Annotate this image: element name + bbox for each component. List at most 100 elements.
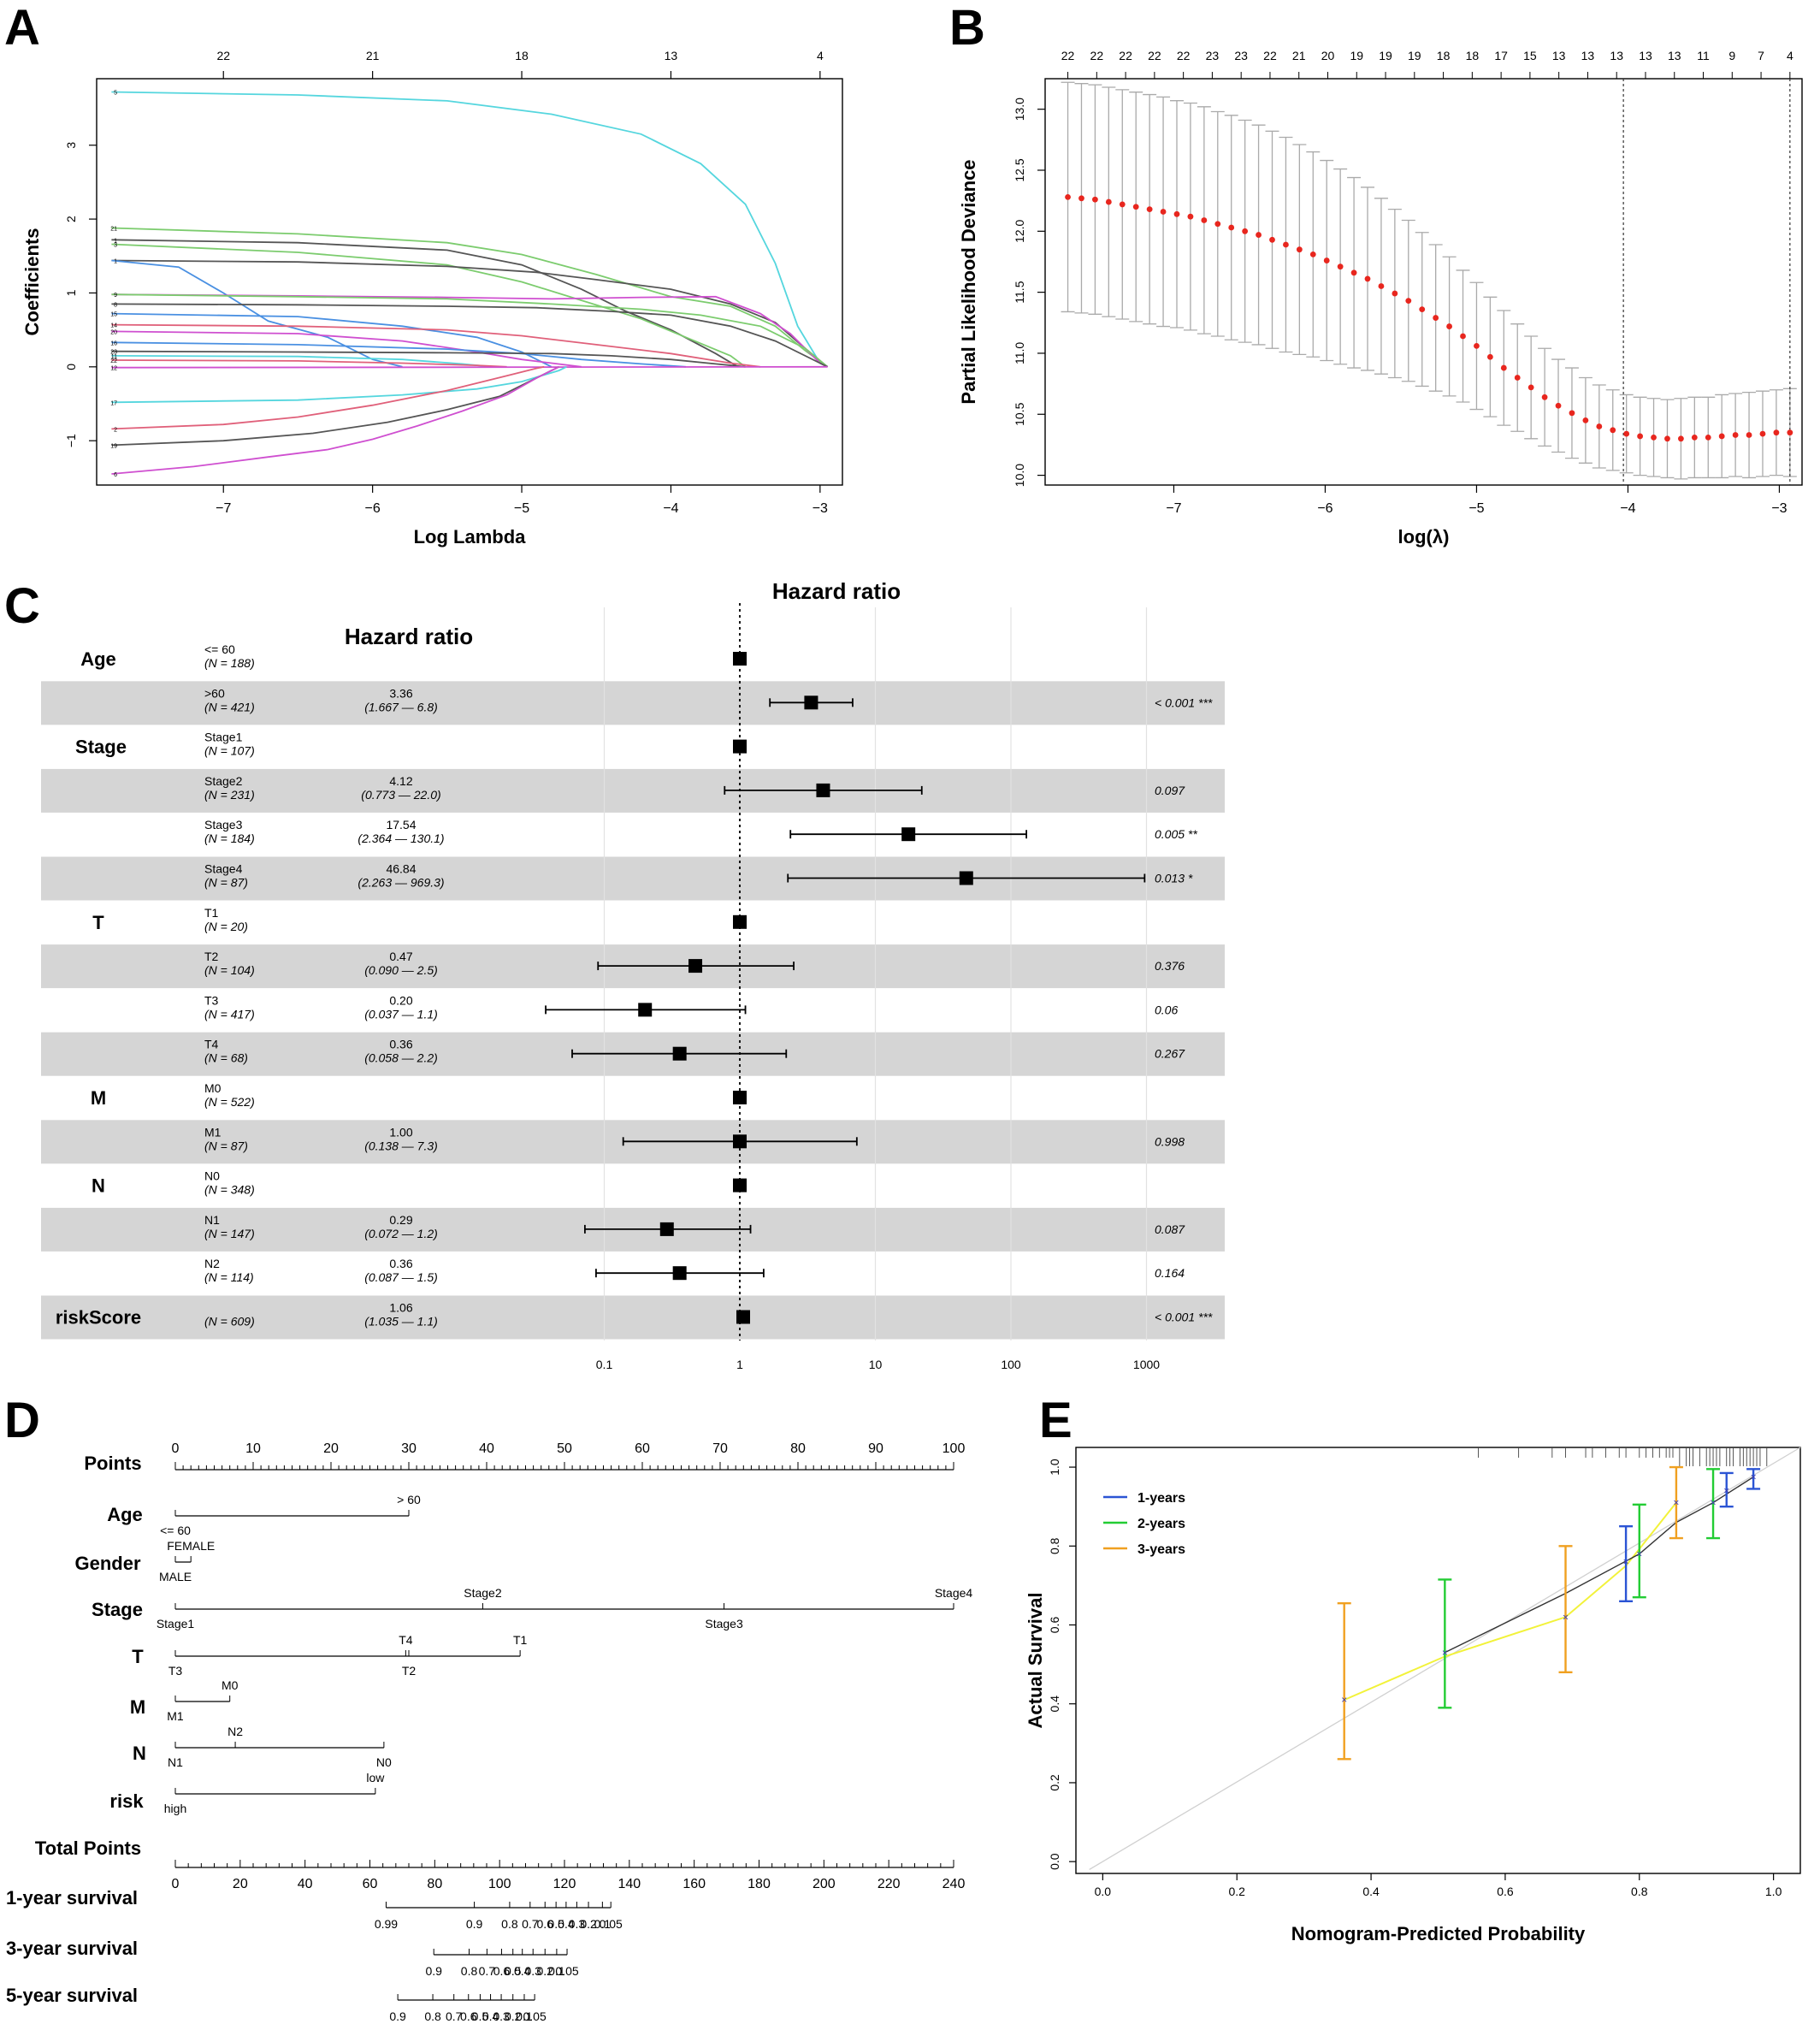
- coef-path-1: [111, 91, 828, 368]
- deviance-point: [1187, 213, 1194, 220]
- deviance-point: [1078, 195, 1084, 202]
- path-index-label: 11: [111, 354, 117, 360]
- y-axis-title: Coefficients: [21, 228, 43, 336]
- top-tick-label: 22: [1119, 49, 1132, 62]
- survival-tick-label: 0.4: [558, 1917, 575, 1931]
- n-label: (N = 68): [204, 1051, 248, 1065]
- coef-path-4: [111, 243, 747, 368]
- covariate-level-label: Stage4: [935, 1586, 973, 1600]
- y-tick-label: 0.6: [1048, 1617, 1061, 1634]
- covariate-level-label: high: [164, 1802, 186, 1815]
- level-label: M1: [204, 1125, 222, 1139]
- ci-value: (0.058 — 2.2): [364, 1051, 438, 1065]
- points-tick-label: 100: [942, 1441, 966, 1456]
- total-points-tick-label: 0: [172, 1877, 180, 1891]
- hr-square: [688, 959, 703, 974]
- panel-c-letter: C: [4, 578, 40, 634]
- coef-path-11: [111, 323, 761, 368]
- covariate-level-label: N0: [376, 1755, 392, 1769]
- y-tick-label: 10.0: [1013, 464, 1026, 487]
- points-tick-label: 70: [712, 1441, 728, 1456]
- x-tick-label: −7: [216, 501, 231, 516]
- top-tick-label: 22: [1263, 49, 1277, 62]
- plot-frame: [96, 78, 843, 486]
- path-index-label: 2: [114, 427, 117, 433]
- points-tick-label: 40: [479, 1441, 494, 1456]
- level-label: Stage4: [204, 862, 243, 876]
- panel-e-letter: E: [1039, 1393, 1072, 1448]
- survival-tick-label: 0.1: [516, 2009, 533, 2023]
- survival-tick-label: 0.7: [446, 2009, 463, 2023]
- coef-path-3: [111, 239, 739, 368]
- top-tick-label: 21: [366, 49, 380, 62]
- top-tick-label: 18: [1437, 49, 1451, 62]
- group-label: Stage: [75, 737, 127, 758]
- coef-path-14: [111, 350, 746, 368]
- deviance-point: [1732, 432, 1739, 438]
- points-tick-label: 90: [868, 1441, 883, 1456]
- hr-value: 3.36: [389, 686, 412, 700]
- n-label: (N = 188): [204, 656, 255, 670]
- calibration-point: ×: [1636, 1548, 1642, 1560]
- nomogram-row-label: 3-year survival: [6, 1938, 138, 1959]
- covariate-level-label: T1: [513, 1633, 528, 1647]
- points-tick-label: 80: [790, 1441, 806, 1456]
- coef-path-5: [111, 259, 829, 368]
- y-tick-label: 0: [64, 364, 78, 370]
- total-points-tick-label: 120: [553, 1877, 576, 1891]
- coef-path-12: [111, 330, 582, 368]
- covariate-level-label: Stage2: [464, 1586, 502, 1600]
- deviance-point: [1160, 209, 1167, 215]
- panel-a-letter: A: [4, 0, 40, 56]
- survival-tick-label: 0.5: [472, 2009, 489, 2023]
- points-tick-label: 0: [172, 1441, 180, 1456]
- deviance-point: [1718, 433, 1725, 440]
- survival-tick-label: 0.8: [424, 2009, 441, 2023]
- survival-tick-label: 0.9: [425, 1964, 442, 1978]
- p-value: 0.998: [1155, 1134, 1185, 1148]
- panel-d-letter: D: [4, 1393, 40, 1448]
- deviance-point: [1337, 263, 1344, 270]
- p-value: < 0.001 ***: [1155, 695, 1213, 709]
- deviance-point: [1705, 434, 1711, 441]
- hr-value: 0.36: [389, 1038, 412, 1051]
- deviance-point: [1651, 434, 1657, 441]
- deviance-point: [1242, 228, 1249, 234]
- hr-square: [816, 783, 830, 797]
- path-index-label: 16: [110, 340, 117, 346]
- deviance-point: [1228, 224, 1235, 231]
- deviance-point: [1569, 410, 1575, 417]
- level-label: T3: [204, 993, 219, 1007]
- coef-path-19: [111, 365, 545, 430]
- x-tick-label: 100: [1001, 1358, 1021, 1371]
- level-label: N2: [204, 1257, 220, 1270]
- group-label: N: [92, 1175, 105, 1197]
- group-label: Age: [80, 648, 116, 670]
- n-label: (N = 114): [204, 1270, 254, 1284]
- survival-tick-label: 0.2: [505, 2009, 522, 2023]
- survival-tick-label: 0.7: [522, 1917, 539, 1931]
- hr-value: 1.00: [389, 1125, 412, 1139]
- hr-value: 0.29: [389, 1213, 412, 1227]
- total-points-tick-label: 200: [812, 1877, 836, 1891]
- survival-tick-label: 0.6: [493, 1964, 511, 1978]
- x-tick-label: 10: [869, 1358, 883, 1371]
- deviance-point: [1541, 394, 1548, 400]
- coef-path-6: [111, 259, 403, 368]
- deviance-point: [1596, 423, 1603, 429]
- nomogram-row-label: M: [130, 1696, 145, 1718]
- calibration-point: ×: [1563, 1611, 1569, 1623]
- hr-square: [733, 739, 747, 754]
- survival-tick-label: 0.3: [493, 2009, 510, 2023]
- top-tick-label: 4: [817, 49, 824, 62]
- x-tick-label: −7: [1166, 501, 1181, 516]
- points-tick-label: 60: [635, 1441, 650, 1456]
- path-index-label: 1: [114, 238, 117, 244]
- x-tick-label: 0.6: [1497, 1885, 1514, 1898]
- deviance-point: [1773, 429, 1780, 436]
- deviance-point: [1555, 402, 1562, 409]
- level-label: Stage1: [204, 731, 243, 744]
- top-tick-label: 13: [1639, 49, 1652, 62]
- deviance-point: [1132, 204, 1139, 210]
